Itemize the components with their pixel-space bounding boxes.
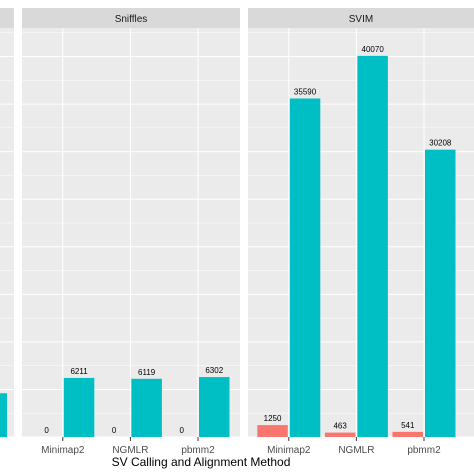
facet-strip-label: Sniffles — [115, 14, 148, 25]
x-axis-title: SV Calling and Alignment Method — [112, 455, 291, 469]
data-label: 1250 — [264, 414, 282, 423]
facet-strip — [0, 8, 14, 28]
data-label: 0 — [180, 426, 185, 435]
x-tick-label: Minimap2 — [267, 445, 311, 456]
facet-strip — [248, 8, 474, 28]
bar-series-1-pbmm2 — [392, 431, 423, 437]
data-label: 6211 — [70, 367, 88, 376]
bar — [0, 393, 7, 437]
data-label: 6302 — [205, 366, 223, 375]
facet-strip — [22, 8, 240, 28]
data-label: 541 — [401, 421, 415, 430]
bar-series-1-minimap2 — [257, 425, 288, 437]
data-label: 0 — [112, 426, 117, 435]
bar-series-1-ngmlr — [324, 432, 356, 437]
panel-sniffles: Sniffles 0 6211 Minimap2 0 6119 NGMLR 0 6302 pbmm… — [22, 8, 240, 456]
bar-series-2-minimap2 — [289, 98, 321, 437]
gridlines — [22, 28, 240, 438]
bar-series-2-ngmlr — [357, 55, 388, 437]
data-label: 35590 — [294, 87, 317, 96]
data-label: 30208 — [429, 139, 452, 148]
facet-strip-label: SVIM — [349, 14, 373, 25]
data-label: 463 — [333, 422, 347, 431]
x-tick-label: pbmm2 — [181, 445, 215, 456]
data-label: 0 — [44, 426, 49, 435]
x-tick-label: Minimap2 — [41, 445, 85, 456]
bar-series-2-pbmm2 — [199, 377, 230, 437]
panel-partial — [0, 8, 14, 438]
facet-panels: Sniffles 0 6211 Minimap2 0 6119 NGMLR 0 6302 pbmm… — [0, 8, 474, 456]
bar-series-2-minimap2 — [63, 377, 95, 437]
panel-svim: SVIM 1250 35590 Minimap2 463 40070 NGMLR 541 302… — [248, 8, 474, 456]
x-tick-label: NGMLR — [112, 445, 148, 456]
x-tick-label: pbmm2 — [407, 445, 441, 456]
x-tick-label: NGMLR — [338, 445, 374, 456]
data-label: 40070 — [362, 45, 385, 54]
panel-background — [0, 28, 14, 437]
bar-series-2-pbmm2 — [425, 149, 456, 438]
panel-background — [22, 28, 240, 437]
data-label: 6119 — [138, 368, 156, 377]
gridlines — [0, 32, 14, 438]
bar-series-2-ngmlr — [131, 378, 162, 437]
